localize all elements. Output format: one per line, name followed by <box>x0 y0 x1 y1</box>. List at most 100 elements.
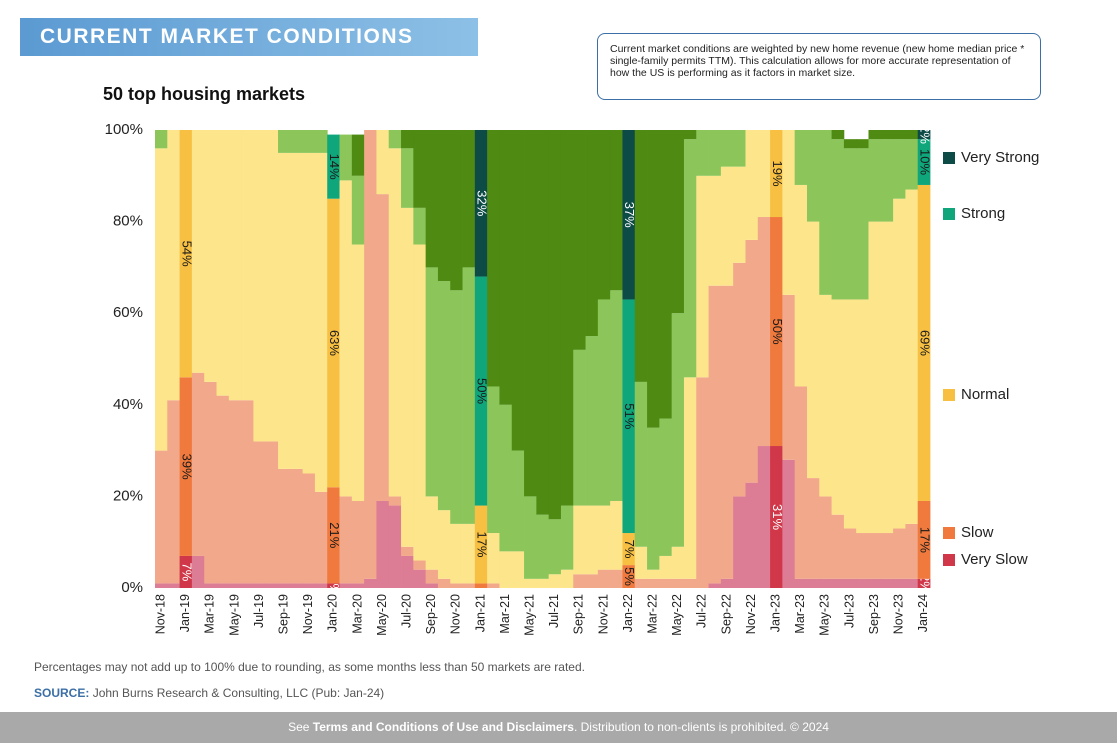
bar-segment <box>720 130 734 167</box>
bar-segment <box>474 130 488 277</box>
bar-segment <box>204 583 217 588</box>
x-tick-label: Nov-23 <box>892 594 906 634</box>
bar-segment <box>659 418 673 556</box>
bar-segment <box>204 381 217 584</box>
bar-segment <box>499 130 513 405</box>
bar-segment <box>388 148 402 497</box>
bar-segment <box>228 130 242 401</box>
data-label: 54% <box>179 241 194 267</box>
footnote: Percentages may not add up to 100% due t… <box>34 660 585 674</box>
x-tick-label: Sep-23 <box>867 594 881 634</box>
bar-segment <box>265 130 279 442</box>
bar-segment <box>302 130 316 153</box>
footer: See Terms and Conditions of Use and Disc… <box>0 712 1117 743</box>
bar-segment <box>733 130 746 167</box>
bar-segment <box>597 130 611 300</box>
bar-segment <box>450 583 463 588</box>
bar-segment <box>351 244 365 501</box>
bar-segment <box>548 130 562 520</box>
x-tick-label: Nov-19 <box>301 594 315 634</box>
bar-segment <box>770 446 783 588</box>
x-tick-label: Jul-20 <box>399 594 413 628</box>
bar-segment <box>794 130 808 185</box>
x-tick-label: May-23 <box>818 594 832 636</box>
bar-segment <box>167 583 181 588</box>
bar-segment <box>155 450 168 584</box>
x-tick-label: Sep-21 <box>572 594 586 634</box>
data-label: 19% <box>770 160 785 186</box>
bar-segment <box>253 583 267 588</box>
bar-segment <box>216 130 230 396</box>
bar-segment <box>659 130 673 419</box>
bar-segment <box>868 221 882 534</box>
bar-segment <box>499 404 513 552</box>
bar-segment <box>487 386 500 534</box>
bar-segment <box>708 130 722 176</box>
legend-label: Strong <box>961 205 1005 222</box>
bar-segment <box>413 569 427 588</box>
bar-segment <box>253 441 267 584</box>
x-tick-label: May-19 <box>227 594 241 636</box>
bar-segment <box>683 139 697 378</box>
bar-segment <box>905 130 919 140</box>
y-tick-label: 100% <box>105 121 143 138</box>
source-text: John Burns Research & Consulting, LLC (P… <box>92 686 385 700</box>
bar-segment <box>856 299 869 534</box>
bar-segment <box>524 130 537 497</box>
bar-segment <box>204 130 217 382</box>
bar-segment <box>671 313 685 547</box>
bar-segment <box>831 130 845 140</box>
bar-segment <box>831 299 845 515</box>
bar-segment <box>339 583 353 588</box>
bar-segment <box>413 130 427 208</box>
bar-segment <box>708 285 722 584</box>
data-label: 17% <box>475 531 490 557</box>
bar-segment <box>487 130 500 387</box>
footer-pre: See <box>288 720 313 734</box>
bar-segment <box>278 130 291 153</box>
bar-segment <box>806 478 820 579</box>
bar-segment <box>179 377 193 556</box>
bar-segment <box>216 583 230 588</box>
bar-segment <box>536 578 550 588</box>
data-label: 2% <box>917 125 932 144</box>
bar-segment <box>573 574 586 588</box>
bar-segment <box>696 377 709 588</box>
bar-segment <box>794 386 808 579</box>
bar-segment <box>917 139 931 185</box>
data-label: 50% <box>475 378 490 404</box>
bar-segment <box>597 505 611 570</box>
bar-segment <box>856 578 869 588</box>
bar-segment <box>560 569 574 588</box>
bar-segment <box>831 139 845 300</box>
bar-segment <box>450 130 463 291</box>
bar-segment <box>770 217 783 447</box>
footer-link[interactable]: Terms and Conditions of Use and Disclaim… <box>312 720 574 734</box>
bar-segment <box>720 285 734 579</box>
bar-segment <box>339 134 353 181</box>
data-label: 7% <box>622 540 637 559</box>
x-tick-label: Sep-19 <box>276 594 290 634</box>
bar-segment <box>745 482 759 588</box>
y-tick-label: 80% <box>113 213 143 230</box>
legend-label: Slow <box>961 524 994 541</box>
bar-segment <box>155 148 168 451</box>
bar-segment <box>856 139 869 149</box>
bar-segment <box>155 583 168 588</box>
bar-segment <box>413 207 427 245</box>
x-tick-label: Sep-20 <box>424 594 438 634</box>
bar-segment <box>462 583 476 588</box>
data-label: 14% <box>327 154 342 180</box>
legend-swatch <box>943 208 955 220</box>
bar-segment <box>819 294 832 497</box>
bar-segment <box>302 583 316 588</box>
bar-segment <box>388 130 402 149</box>
bar-segment <box>708 175 722 286</box>
bar-segment <box>806 578 820 588</box>
bar-segment <box>314 130 328 153</box>
bar-segment <box>327 487 340 584</box>
bar-segment <box>278 152 291 469</box>
bar-segment <box>733 166 746 263</box>
bar-segment <box>917 500 931 579</box>
bar-segment <box>524 578 537 588</box>
